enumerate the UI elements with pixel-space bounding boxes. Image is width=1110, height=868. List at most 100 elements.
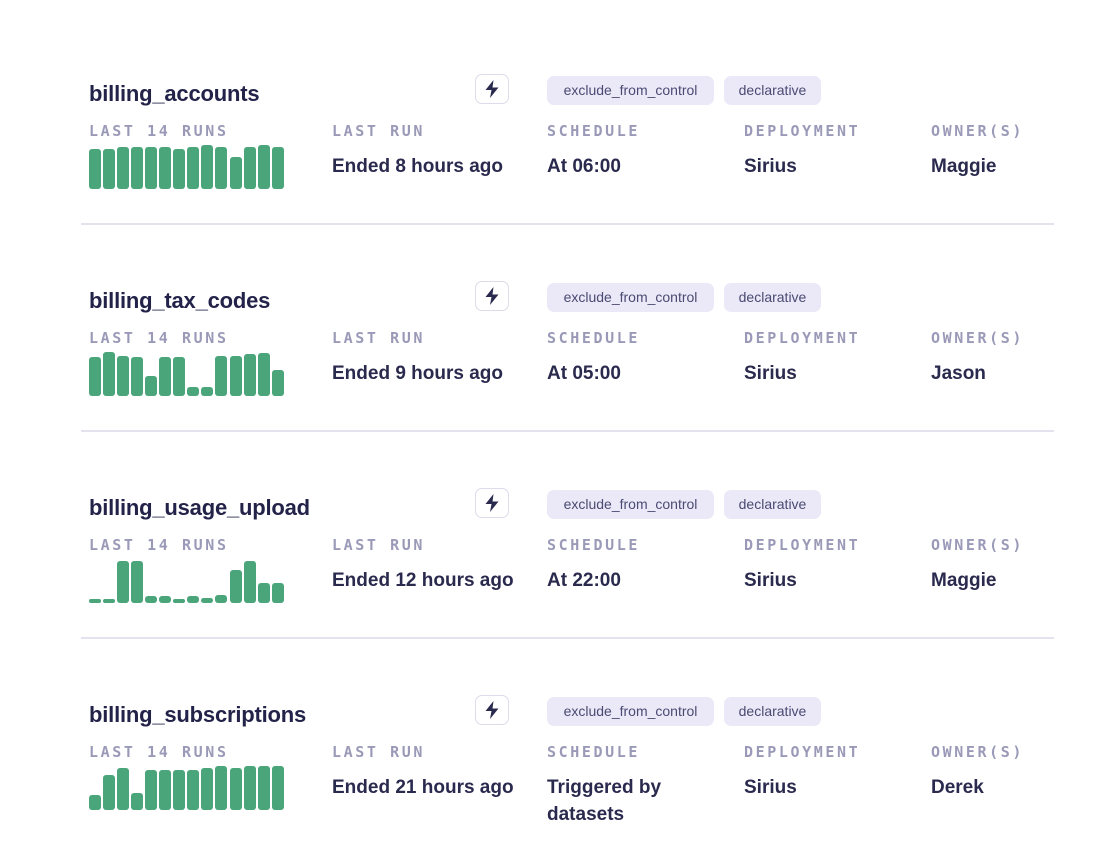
run-bar[interactable] <box>271 766 284 810</box>
card-divider <box>81 430 1054 432</box>
run-bar[interactable] <box>187 596 200 603</box>
run-bar[interactable] <box>117 147 130 189</box>
schedule-value: At 05:00 <box>547 363 621 384</box>
run-bar[interactable] <box>173 149 186 189</box>
run-bar[interactable] <box>159 596 172 603</box>
run-bar[interactable] <box>117 561 130 603</box>
run-bar[interactable] <box>145 147 158 189</box>
run-bar[interactable] <box>103 775 116 810</box>
trigger-run-button[interactable] <box>475 695 509 725</box>
run-bar[interactable] <box>215 356 228 396</box>
run-bar[interactable] <box>271 370 284 396</box>
run-history-chart <box>89 352 285 396</box>
tag-exclude-from-control[interactable]: exclude_from_control <box>547 283 714 312</box>
tag-exclude-from-control[interactable]: exclude_from_control <box>547 490 714 519</box>
pipeline-name[interactable]: billing_tax_codes <box>89 288 271 313</box>
last-run-label: LAST RUN <box>332 743 426 761</box>
tag-declarative[interactable]: declarative <box>724 490 821 519</box>
run-bar[interactable] <box>103 352 116 396</box>
run-bar[interactable] <box>131 793 144 810</box>
owners-label: OWNER(S) <box>931 536 1025 554</box>
owners-value: Jason <box>931 363 986 384</box>
run-bar[interactable] <box>173 599 186 603</box>
pipeline-name[interactable]: billing_usage_upload <box>89 495 310 520</box>
pipeline-card: billing_accounts exclude_from_control de… <box>0 15 1110 222</box>
trigger-run-button[interactable] <box>475 281 509 311</box>
deployment-label: DEPLOYMENT <box>744 122 861 140</box>
schedule-label: SCHEDULE <box>547 122 641 140</box>
run-bar[interactable] <box>229 356 242 396</box>
run-bar[interactable] <box>243 561 256 603</box>
run-bar[interactable] <box>159 770 172 810</box>
schedule-value: Triggered by datasets <box>547 777 662 825</box>
run-bar[interactable] <box>271 583 284 603</box>
trigger-run-button[interactable] <box>475 488 509 518</box>
run-bar[interactable] <box>201 598 214 603</box>
run-bar[interactable] <box>173 770 186 810</box>
run-bar[interactable] <box>229 570 242 603</box>
run-bar[interactable] <box>229 157 242 189</box>
run-bar[interactable] <box>243 766 256 810</box>
run-bar[interactable] <box>271 147 284 189</box>
run-bar[interactable] <box>187 770 200 810</box>
run-bar[interactable] <box>145 376 158 396</box>
run-bar[interactable] <box>229 768 242 810</box>
run-bar[interactable] <box>257 766 270 810</box>
tag-declarative[interactable]: declarative <box>724 283 821 312</box>
lightning-bolt-icon <box>485 80 499 98</box>
run-bar[interactable] <box>131 561 144 603</box>
run-bar[interactable] <box>89 357 101 396</box>
pipeline-card: billing_usage_upload exclude_from_contro… <box>0 429 1110 636</box>
run-history-chart <box>89 559 285 603</box>
run-bar[interactable] <box>215 147 228 189</box>
run-bar[interactable] <box>103 599 116 603</box>
run-bar[interactable] <box>201 387 214 396</box>
run-bar[interactable] <box>159 147 172 189</box>
run-bar[interactable] <box>89 149 101 189</box>
run-history-chart <box>89 145 285 189</box>
run-bar[interactable] <box>243 147 256 189</box>
run-bar[interactable] <box>187 147 200 189</box>
last-run-value: Ended 21 hours ago <box>332 777 514 798</box>
run-bar[interactable] <box>89 795 101 810</box>
tag-declarative[interactable]: declarative <box>724 697 821 726</box>
run-bar[interactable] <box>257 353 270 396</box>
last-run-label: LAST RUN <box>332 329 426 347</box>
run-bar[interactable] <box>201 768 214 810</box>
run-bar[interactable] <box>257 145 270 189</box>
pipeline-name[interactable]: billing_accounts <box>89 81 260 106</box>
run-bar[interactable] <box>145 596 158 603</box>
run-bar[interactable] <box>201 145 214 189</box>
run-bar[interactable] <box>117 768 130 810</box>
run-history-chart <box>89 766 285 810</box>
owners-label: OWNER(S) <box>931 329 1025 347</box>
run-bar[interactable] <box>103 149 116 189</box>
run-bar[interactable] <box>187 387 200 396</box>
tag-exclude-from-control[interactable]: exclude_from_control <box>547 697 714 726</box>
last-run-label: LAST RUN <box>332 122 426 140</box>
run-bar[interactable] <box>257 583 270 603</box>
run-bar[interactable] <box>131 357 144 396</box>
deployment-label: DEPLOYMENT <box>744 536 861 554</box>
run-bar[interactable] <box>215 766 228 810</box>
deployment-label: DEPLOYMENT <box>744 329 861 347</box>
owners-label: OWNER(S) <box>931 122 1025 140</box>
schedule-label: SCHEDULE <box>547 329 641 347</box>
run-bar[interactable] <box>131 147 144 189</box>
owners-value: Derek <box>931 777 984 798</box>
run-bar[interactable] <box>173 357 186 396</box>
run-bar[interactable] <box>145 770 158 810</box>
run-bar[interactable] <box>159 357 172 396</box>
run-bar[interactable] <box>89 599 101 603</box>
pipeline-name[interactable]: billing_subscriptions <box>89 702 307 727</box>
run-bar[interactable] <box>243 354 256 396</box>
card-divider <box>81 637 1054 639</box>
last-run-value: Ended 12 hours ago <box>332 570 514 591</box>
pipeline-card: billing_subscriptions exclude_from_contr… <box>0 636 1110 843</box>
tag-declarative[interactable]: declarative <box>724 76 821 105</box>
owners-label: OWNER(S) <box>931 743 1025 761</box>
run-bar[interactable] <box>117 356 130 396</box>
tag-exclude-from-control[interactable]: exclude_from_control <box>547 76 714 105</box>
trigger-run-button[interactable] <box>475 74 509 104</box>
run-bar[interactable] <box>215 595 228 603</box>
